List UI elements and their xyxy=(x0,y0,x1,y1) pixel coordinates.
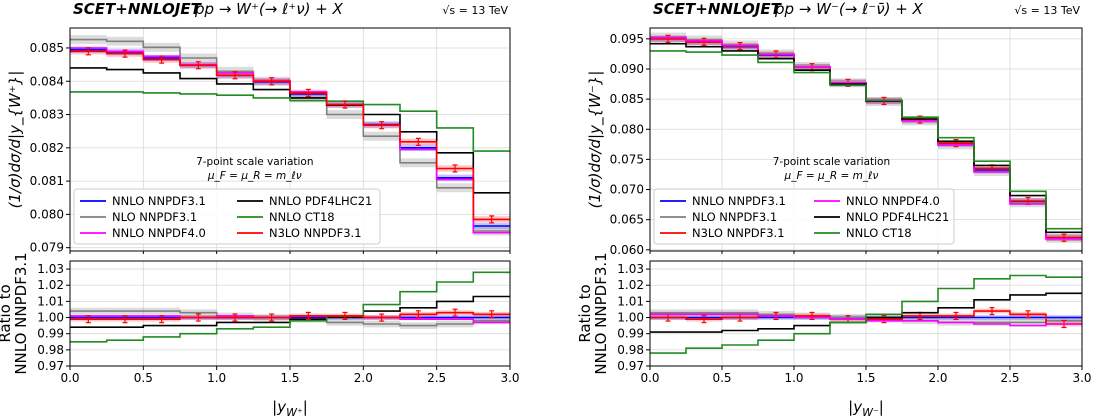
series-nnlo-ct18 xyxy=(650,274,1082,354)
ratio-series-group xyxy=(650,274,1082,354)
y-tick-label: 0.085 xyxy=(30,41,64,55)
series-nnlo-ct18 xyxy=(70,271,510,343)
energy-label: √s = 13 TeV xyxy=(442,4,508,17)
series-group xyxy=(70,35,510,236)
scale-choice-note: μ_F = μ_R = m_ℓν xyxy=(784,170,879,182)
legend-label-n3lo-nnpdf3-1: N3LO NNPDF3.1 xyxy=(269,226,362,240)
legend-label-nnlo-nnpdf4-0: NNLO NNPDF4.0 xyxy=(112,226,206,240)
ratio-y-tick-label: 1.03 xyxy=(37,262,64,276)
ratio-y-tick-label: 1.00 xyxy=(617,311,644,325)
legend-label-nnlo-pdf4lhc21: NNLO PDF4LHC21 xyxy=(269,194,372,208)
series-nnlo-ct18 xyxy=(650,50,1082,230)
y-tick-label: 0.070 xyxy=(610,183,644,197)
x-tick-label: 0.5 xyxy=(134,371,153,385)
x-tick-label: 3.0 xyxy=(1072,371,1091,385)
x-tick-label: 0.0 xyxy=(640,371,659,385)
x-tick-label: 2.0 xyxy=(354,371,373,385)
x-axis-label: |yW⁻| xyxy=(848,398,884,419)
process-label: pp → W⁺(→ ℓ⁺ν) + X xyxy=(194,0,344,18)
y-tick-label: 0.081 xyxy=(30,174,64,188)
x-tick-label: 1.0 xyxy=(207,371,226,385)
x-tick-label: 1.5 xyxy=(856,371,875,385)
scale-variation-note: 7-point scale variation xyxy=(773,156,890,168)
ratio-y-tick-label: 0.97 xyxy=(37,359,64,373)
ratio-y-tick-label: 0.99 xyxy=(617,327,644,341)
legend-label-nnlo-nnpdf3-1: NNLO NNPDF3.1 xyxy=(692,194,786,208)
scale-choice-note: μ_F = μ_R = m_ℓν xyxy=(207,170,302,182)
ratio-y-tick-label: 1.01 xyxy=(37,294,64,308)
ratio-y-tick-label: 1.01 xyxy=(617,294,644,308)
legend-label-nnlo-nnpdf4-0: NNLO NNPDF4.0 xyxy=(846,194,940,208)
y-tick-label: 0.075 xyxy=(610,152,644,166)
y-axis-label: (1/σ)dσ/d|y_{W⁻}| xyxy=(586,71,605,209)
legend-frame xyxy=(73,188,381,245)
ratio-y-tick-label: 1.03 xyxy=(617,262,644,276)
x-tick-label: 0.5 xyxy=(712,371,731,385)
legend-label-nlo-nnpdf3-1: NLO NNPDF3.1 xyxy=(692,210,777,224)
series-group xyxy=(650,32,1082,243)
legend-label-n3lo-nnpdf3-1: N3LO NNPDF3.1 xyxy=(692,226,785,240)
ratio-y-tick-label: 1.00 xyxy=(37,311,64,325)
scale-variation-note: 7-point scale variation xyxy=(196,156,313,168)
ratio-y-tick-label: 1.02 xyxy=(617,278,644,292)
process-label: pp → W⁻(→ ℓ⁻ν̄) + X xyxy=(774,0,924,18)
x-tick-label: 0.0 xyxy=(60,371,79,385)
legend-label-nnlo-pdf4lhc21: NNLO PDF4LHC21 xyxy=(846,210,949,224)
ratio-y-tick-label: 0.98 xyxy=(37,343,64,357)
legend: NNLO NNPDF3.1 NLO NNPDF3.1 NNLO NNPDF4.0 NN… xyxy=(73,188,381,245)
x-tick-label: 2.5 xyxy=(1000,371,1019,385)
x-tick-label: 1.0 xyxy=(784,371,803,385)
y-axis-label: (1/σ)dσ/d|y_{W⁺}| xyxy=(6,71,25,209)
x-tick-label: 2.0 xyxy=(928,371,947,385)
legend-label-nnlo-ct18: NNLO CT18 xyxy=(269,210,335,224)
ratio-y-tick-label: 0.98 xyxy=(617,343,644,357)
y-tick-label: 0.080 xyxy=(30,207,64,221)
legend-frame xyxy=(653,188,955,245)
y-tick-label: 0.065 xyxy=(610,213,644,227)
series-n3lo-nnpdf3-1 xyxy=(70,50,510,221)
ratio-y-axis-label: Ratio toNNLO NNPDF3.1 xyxy=(0,252,30,374)
y-tick-label: 0.085 xyxy=(610,92,644,106)
legend-label-nlo-nnpdf3-1: NLO NNPDF3.1 xyxy=(112,210,197,224)
y-tick-label: 0.079 xyxy=(30,241,64,255)
y-tick-label: 0.095 xyxy=(610,32,644,46)
x-tick-label: 1.5 xyxy=(280,371,299,385)
y-tick-label: 0.082 xyxy=(30,141,64,155)
ratio-y-tick-label: 0.99 xyxy=(37,327,64,341)
x-tick-label: 2.5 xyxy=(427,371,446,385)
x-axis-label: |yW⁺| xyxy=(272,398,308,419)
series-nnlo-pdf4lhc21 xyxy=(70,67,510,194)
legend-label-nnlo-ct18: NNLO CT18 xyxy=(846,226,912,240)
y-tick-label: 0.083 xyxy=(30,108,64,122)
legend: NNLO NNPDF3.1 NLO NNPDF3.1 N3LO NNPDF3.1 NN… xyxy=(653,188,955,245)
ratio-y-axis-label: Ratio toNNLO NNPDF3.1 xyxy=(576,252,610,374)
y-tick-label: 0.090 xyxy=(610,62,644,76)
ratio-y-tick-label: 0.97 xyxy=(617,359,644,373)
series-nnlo-ct18 xyxy=(70,91,510,152)
brand-label: SCET+NNLOJET xyxy=(653,0,783,18)
y-tick-label: 0.060 xyxy=(610,243,644,257)
energy-label: √s = 13 TeV xyxy=(1014,4,1080,17)
x-tick-label: 3.0 xyxy=(500,371,519,385)
series-n3lo-nnpdf3-1 xyxy=(70,311,510,320)
ratio-series-group xyxy=(70,271,510,343)
y-tick-label: 0.084 xyxy=(30,74,64,88)
brand-label: SCET+NNLOJET xyxy=(73,0,203,18)
legend-label-nnlo-nnpdf3-1: NNLO NNPDF3.1 xyxy=(112,194,206,208)
y-tick-label: 0.080 xyxy=(610,122,644,136)
ratio-y-tick-label: 1.02 xyxy=(37,278,64,292)
